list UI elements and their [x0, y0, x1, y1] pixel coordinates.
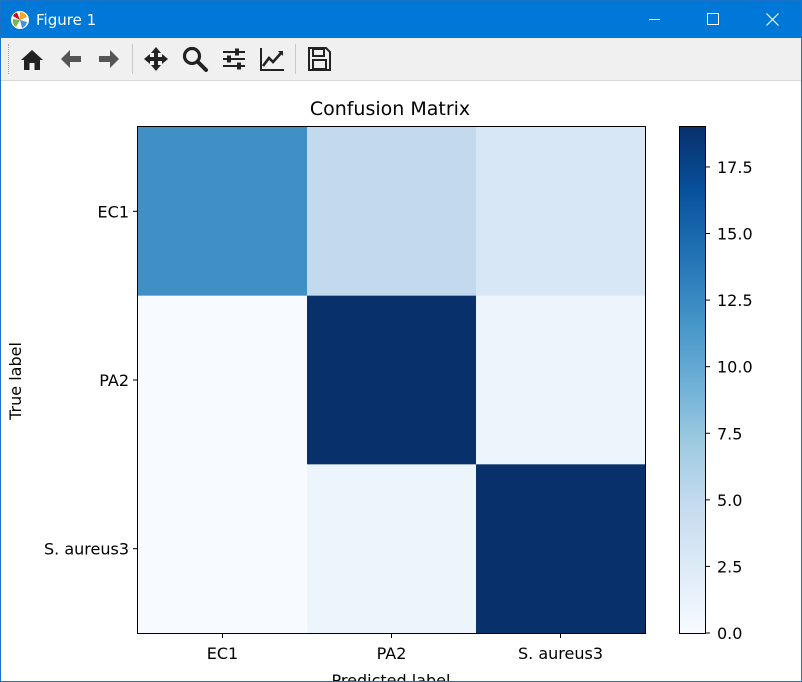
- heatmap-cell: [307, 464, 477, 634]
- y-axis-ticks: EC1 PA2 S. aureus3: [44, 202, 138, 559]
- heatmap-cell: [138, 127, 308, 297]
- colorbar-ticks: 0.0 2.5 5.0 7.5 10.0 12.5 15.0 17.5: [705, 158, 753, 643]
- home-button[interactable]: [15, 42, 49, 76]
- forward-button[interactable]: [92, 42, 126, 76]
- heatmap-cell: [476, 295, 646, 465]
- y-tick-label: PA2: [99, 371, 129, 390]
- heatmap-cell: [138, 464, 308, 634]
- chart-title: Confusion Matrix: [310, 98, 470, 120]
- close-button[interactable]: [743, 1, 801, 38]
- y-tick-label: S. aureus3: [44, 540, 129, 559]
- pan-move-icon: [144, 47, 168, 71]
- forward-arrow-icon: [99, 50, 119, 68]
- home-icon: [21, 50, 43, 70]
- colorbar-tick-label: 0.0: [717, 624, 742, 643]
- x-tick-label: PA2: [377, 644, 407, 663]
- colorbar-tick-label: 10.0: [717, 358, 753, 377]
- maximize-button[interactable]: [684, 1, 742, 38]
- x-axis-label: Predicted label: [332, 671, 451, 681]
- heatmap-cell: [138, 295, 308, 465]
- zoom-button[interactable]: [178, 42, 212, 76]
- heatmap-cell: [307, 295, 477, 465]
- colorbar-tick-label: 2.5: [717, 557, 742, 576]
- navigation-toolbar: [1, 38, 801, 81]
- window-title: Figure 1: [36, 11, 97, 29]
- minimize-icon: [649, 19, 660, 20]
- x-axis-ticks: EC1 PA2 S. aureus3: [207, 633, 603, 663]
- x-tick-label: S. aureus3: [518, 644, 603, 663]
- confusion-matrix-chart: Confusion Matrix EC1 PA2 S. aureus3 EC1 PA2…: [6, 98, 753, 681]
- colorbar-tick-label: 5.0: [717, 491, 742, 510]
- toolbar-separator: [295, 44, 296, 74]
- matplotlib-app-icon: [11, 11, 29, 29]
- colorbar-tick-label: 7.5: [717, 424, 742, 443]
- colorbar-tick-label: 17.5: [717, 158, 753, 177]
- configure-subplots-button[interactable]: [217, 42, 251, 76]
- y-tick-label: EC1: [98, 202, 129, 221]
- back-button[interactable]: [54, 42, 88, 76]
- edit-axis-button[interactable]: [255, 42, 289, 76]
- colorbar-tick-label: 12.5: [717, 291, 753, 310]
- back-arrow-icon: [61, 50, 81, 68]
- y-axis-label: True label: [6, 342, 25, 421]
- heatmap-cell: [307, 127, 477, 297]
- heatmap-cells: [138, 127, 646, 634]
- save-floppy-icon: [308, 47, 331, 71]
- heatmap-cell: [476, 127, 646, 297]
- toolbar-grip: [8, 44, 11, 74]
- configure-subplots-icon: [223, 48, 245, 70]
- pan-button[interactable]: [139, 42, 173, 76]
- close-icon: [766, 13, 779, 26]
- title-bar[interactable]: Figure 1: [1, 1, 801, 38]
- colorbar-tick-label: 15.0: [717, 225, 753, 244]
- toolbar-separator: [132, 44, 133, 74]
- colorbar: [679, 126, 706, 634]
- figure-canvas[interactable]: Confusion Matrix EC1 PA2 S. aureus3 EC1 PA2…: [1, 81, 801, 681]
- edit-axis-icon: [260, 48, 284, 71]
- maximize-icon: [707, 13, 719, 25]
- minimize-button[interactable]: [626, 1, 684, 38]
- zoom-magnifier-icon: [182, 46, 208, 72]
- save-button[interactable]: [302, 42, 336, 76]
- x-tick-label: EC1: [207, 644, 238, 663]
- heatmap-cell: [476, 464, 646, 634]
